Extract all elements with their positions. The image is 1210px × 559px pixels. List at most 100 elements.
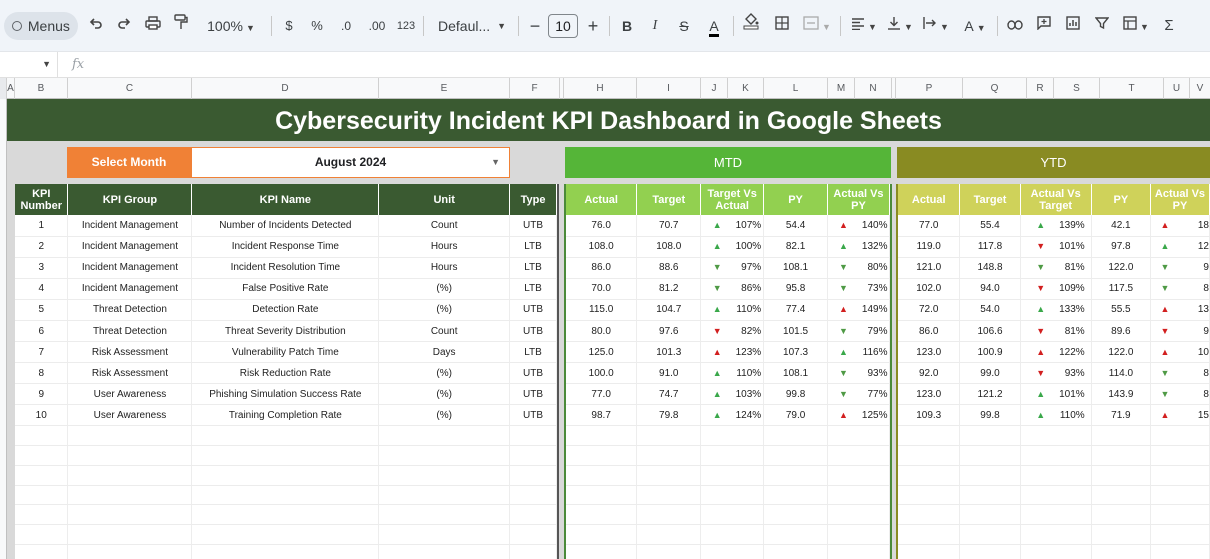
mtd-actual-cell[interactable]: 115.0: [566, 299, 638, 321]
kpi-group-cell[interactable]: User Awareness: [67, 404, 193, 427]
mtd-actual-cell[interactable]: 77.0: [566, 383, 638, 406]
empty-cell[interactable]: [191, 504, 380, 525]
column-header-g[interactable]: [560, 78, 564, 99]
unit-cell[interactable]: Count: [378, 215, 511, 237]
unit-cell[interactable]: (%): [378, 278, 511, 300]
kpi-name-cell[interactable]: Number of Incidents Detected: [191, 215, 380, 237]
empty-cell[interactable]: [636, 504, 702, 525]
kpi-number-cell[interactable]: 4: [15, 278, 69, 300]
select-all-corner[interactable]: [0, 78, 7, 99]
ytd-actual-vs-py-cell[interactable]: ▲ 18: [1150, 215, 1210, 237]
mtd-actual-vs-py-cell[interactable]: ▼ 93%: [827, 362, 891, 385]
empty-cell[interactable]: [827, 504, 891, 525]
kpi-name-cell[interactable]: Incident Response Time: [191, 236, 380, 258]
mtd-target-cell[interactable]: 88.6: [636, 257, 702, 279]
empty-cell[interactable]: [509, 425, 557, 447]
empty-cell[interactable]: [566, 524, 638, 545]
text-color-button[interactable]: A: [703, 12, 725, 40]
empty-cell[interactable]: [15, 504, 69, 525]
empty-cell[interactable]: [566, 445, 638, 466]
empty-cell[interactable]: [959, 504, 1021, 525]
mtd-actual-cell[interactable]: 100.0: [566, 362, 638, 385]
empty-cell[interactable]: [763, 524, 828, 545]
mtd-actual-vs-py-cell[interactable]: ▼ 73%: [827, 278, 891, 300]
ytd-py-cell[interactable]: 89.6: [1091, 320, 1151, 343]
empty-cell[interactable]: [827, 465, 891, 486]
column-header-c[interactable]: C: [68, 78, 192, 99]
mtd-target-vs-actual-cell[interactable]: ▲ 100%: [700, 236, 765, 258]
empty-cell[interactable]: [827, 544, 891, 559]
empty-cell[interactable]: [1020, 504, 1092, 525]
mtd-actual-vs-py-cell[interactable]: ▲ 125%: [827, 404, 891, 427]
empty-cell[interactable]: [378, 504, 511, 525]
ytd-py-cell[interactable]: 55.5: [1091, 299, 1151, 321]
type-cell[interactable]: LTB: [509, 278, 557, 300]
empty-cell[interactable]: [700, 465, 765, 486]
empty-cell[interactable]: [1091, 445, 1151, 466]
currency-button[interactable]: $: [285, 18, 293, 33]
mtd-actual-vs-py-cell[interactable]: ▼ 77%: [827, 383, 891, 406]
column-header-h[interactable]: H: [564, 78, 637, 99]
empty-cell[interactable]: [636, 485, 702, 506]
mtd-target-vs-actual-cell[interactable]: ▲ 124%: [700, 404, 765, 427]
kpi-number-cell[interactable]: 9: [15, 383, 69, 406]
ytd-target-cell[interactable]: 94.0: [959, 278, 1021, 300]
ytd-actual-vs-target-cell[interactable]: ▼ 81%: [1020, 320, 1092, 343]
kpi-group-cell[interactable]: Threat Detection: [67, 299, 193, 321]
mtd-actual-vs-py-cell[interactable]: ▲ 116%: [827, 341, 891, 364]
mtd-py-cell[interactable]: 54.4: [763, 215, 828, 237]
ytd-actual-vs-target-cell[interactable]: ▼ 101%: [1020, 236, 1092, 258]
ytd-actual-vs-target-cell[interactable]: ▲ 122%: [1020, 341, 1092, 364]
empty-cell[interactable]: [636, 465, 702, 486]
column-header-t[interactable]: T: [1100, 78, 1164, 99]
mtd-target-cell[interactable]: 101.3: [636, 341, 702, 364]
empty-cell[interactable]: [67, 544, 193, 559]
ytd-target-cell[interactable]: 100.9: [959, 341, 1021, 364]
unit-cell[interactable]: Hours: [378, 236, 511, 258]
column-header-q[interactable]: Q: [963, 78, 1027, 99]
ytd-target-cell[interactable]: 117.8: [959, 236, 1021, 258]
kpi-number-cell[interactable]: 6: [15, 320, 69, 343]
empty-cell[interactable]: [636, 544, 702, 559]
mtd-py-cell[interactable]: 95.8: [763, 278, 828, 300]
column-header-j[interactable]: J: [701, 78, 728, 99]
mtd-py-cell[interactable]: 108.1: [763, 257, 828, 279]
empty-cell[interactable]: [763, 465, 828, 486]
decrease-decimal-button[interactable]: .0: [340, 19, 351, 33]
empty-cell[interactable]: [67, 485, 193, 506]
ytd-actual-vs-target-cell[interactable]: ▲ 101%: [1020, 383, 1092, 406]
percent-button[interactable]: %: [311, 18, 323, 33]
empty-cell[interactable]: [15, 425, 69, 447]
column-header-d[interactable]: D: [192, 78, 379, 99]
font-size-input[interactable]: 10: [548, 14, 578, 38]
ytd-py-cell[interactable]: 97.8: [1091, 236, 1151, 258]
ytd-actual-vs-target-cell[interactable]: ▲ 139%: [1020, 215, 1092, 237]
unit-cell[interactable]: (%): [378, 404, 511, 427]
kpi-number-cell[interactable]: 10: [15, 404, 69, 427]
ytd-py-cell[interactable]: 42.1: [1091, 215, 1151, 237]
empty-cell[interactable]: [898, 504, 961, 525]
type-cell[interactable]: LTB: [509, 236, 557, 258]
column-header-k[interactable]: K: [728, 78, 764, 99]
mtd-py-cell[interactable]: 99.8: [763, 383, 828, 406]
empty-cell[interactable]: [15, 524, 69, 545]
ytd-actual-cell[interactable]: 109.3: [898, 404, 961, 427]
zoom-select[interactable]: 100% ▼: [207, 18, 255, 34]
mtd-py-cell[interactable]: 108.1: [763, 362, 828, 385]
empty-cell[interactable]: [1091, 425, 1151, 447]
empty-cell[interactable]: [763, 445, 828, 466]
kpi-number-cell[interactable]: 7: [15, 341, 69, 364]
month-dropdown[interactable]: August 2024 ▼: [191, 147, 510, 178]
mtd-target-cell[interactable]: 81.2: [636, 278, 702, 300]
empty-cell[interactable]: [1091, 544, 1151, 559]
empty-cell[interactable]: [763, 425, 828, 447]
empty-cell[interactable]: [827, 524, 891, 545]
column-header-o[interactable]: [892, 78, 896, 99]
empty-cell[interactable]: [1020, 544, 1092, 559]
font-size-decrease-icon[interactable]: −: [529, 16, 541, 36]
ytd-actual-cell[interactable]: 123.0: [898, 383, 961, 406]
ytd-actual-vs-py-cell[interactable]: ▲ 12: [1150, 236, 1210, 258]
empty-cell[interactable]: [1150, 544, 1210, 559]
mtd-target-vs-actual-cell[interactable]: ▲ 123%: [700, 341, 765, 364]
type-cell[interactable]: UTB: [509, 383, 557, 406]
